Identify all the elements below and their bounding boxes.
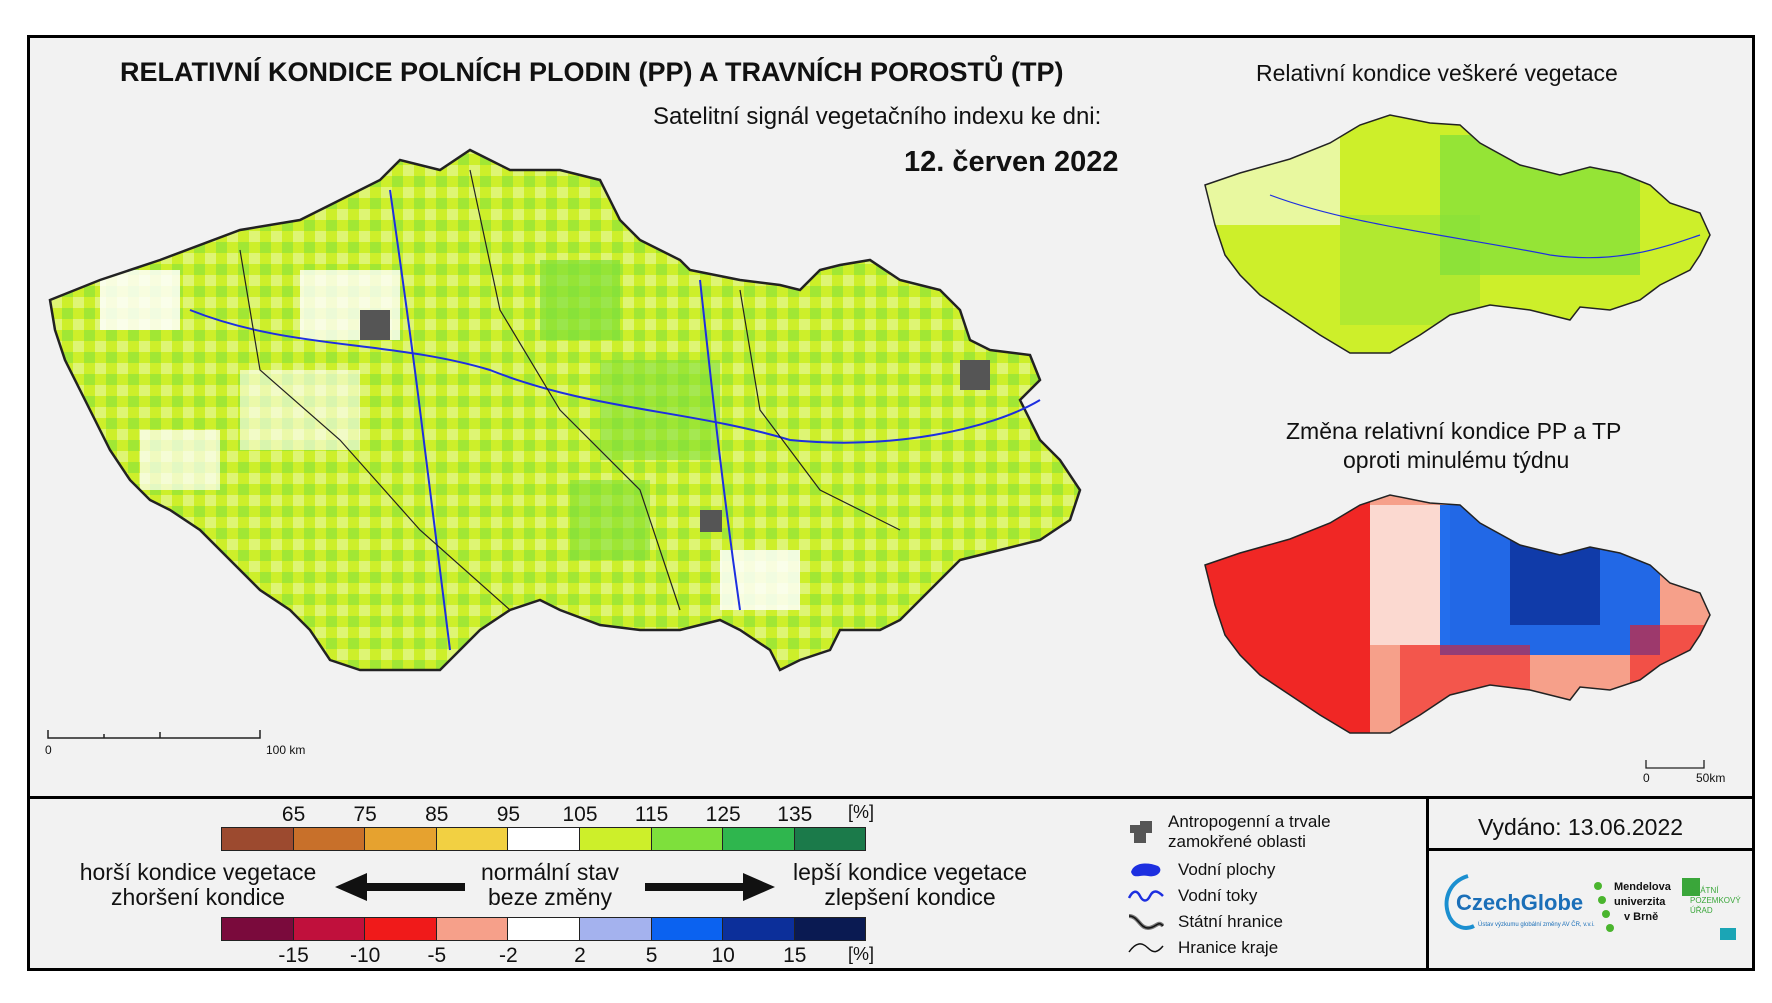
water-stream-icon: [1128, 890, 1164, 902]
legend-top-swatch: [364, 827, 437, 851]
state-border-icon: [1128, 914, 1164, 931]
key-anthropogenic: Antropogenní a trvale zamokřené oblasti: [1128, 812, 1331, 852]
legend-bottom-tick-label: 15: [783, 944, 807, 967]
change-title-2: oproti minulému týdnu: [1343, 447, 1570, 473]
worse-label-1: horší kondice vegetace: [79, 859, 317, 885]
legend-top-tick-label: 95: [496, 803, 521, 826]
legend-bottom-swatch: [364, 917, 437, 941]
key-state-border-label: Státní hranice: [1178, 912, 1283, 931]
better-label-1: lepší kondice vegetace: [793, 859, 1027, 885]
legend-bottom-swatch: [435, 917, 509, 941]
mendelu-logo-1: Mendelova: [1614, 881, 1671, 893]
better-label-2: zlepšení kondice: [824, 884, 996, 910]
legend-top-tick-label: 135: [777, 803, 813, 826]
mendelu-logo: Mendelova univerzita v Brně: [1614, 880, 1671, 925]
key-water-areas: Vodní plochy: [1128, 860, 1275, 880]
spu-logo: STÁTNÍ POZEMKOVÝ ÚŘAD: [1690, 886, 1741, 916]
right-arrow-icon: [645, 873, 775, 901]
normal-label-2: beze změny: [487, 884, 612, 910]
key-water-streams: Vodní toky: [1128, 886, 1257, 906]
vegetation-title: Relativní kondice veškeré vegetace: [1256, 60, 1618, 86]
water-area-icon: [1131, 863, 1161, 877]
mendelu-logo-2: univerzita: [1614, 896, 1666, 908]
legend-bottom-unit: [%]: [848, 944, 875, 964]
key-state-border: Státní hranice: [1128, 912, 1283, 932]
map-date: 12. červen 2022: [904, 146, 1119, 178]
legend-top-swatch: [435, 827, 509, 851]
legend-bottom-tick-label: -15: [278, 944, 309, 967]
legend-top-swatch: [793, 827, 867, 851]
spu-logo-2: POZEMKOVÝ: [1690, 896, 1741, 905]
worse-label: horší kondice vegetace zhoršení kondice: [68, 860, 328, 910]
legend-top-ticks: 65 75 85 95 105 115 125 135: [0, 803, 1000, 827]
legend-bottom-tick-label: 10: [711, 944, 735, 967]
legend-bottom-swatch: [650, 917, 724, 941]
czechglobe-subtitle: Ústav výzkumu globální změny AV ČR, v.v.…: [1478, 922, 1595, 928]
legend-top-swatch: [578, 827, 652, 851]
legend-top-swatch: [650, 827, 724, 851]
legend-top-unit: [%]: [848, 802, 875, 822]
legend-bottom-swatch: [578, 917, 652, 941]
normal-label-1: normální stav: [480, 859, 620, 885]
key-water-areas-label: Vodní plochy: [1178, 860, 1276, 879]
mendelu-logo-3: v Brně: [1624, 911, 1659, 923]
legend-top-swatch: [292, 827, 366, 851]
main-scale-end: 100 km: [266, 743, 306, 757]
region-border-icon: [1128, 943, 1164, 953]
change-map: [1204, 494, 1711, 734]
legend-top-tick-label: 75: [353, 803, 377, 826]
czechglobe-logo-icon: [1444, 874, 1475, 930]
legend-top-colorbar: [221, 827, 867, 851]
key-region-border-label: Hranice kraje: [1178, 938, 1279, 957]
vegetation-map: [1204, 114, 1711, 354]
main-scale-zero: 0: [45, 743, 52, 757]
legend-bottom-colorbar: [221, 917, 867, 941]
legend-bottom-ticks: -15 -10 -5 -2 2 5 10 15: [0, 944, 1000, 968]
legend-top-tick-label: 125: [705, 803, 741, 826]
small-scale-end: 50km: [1696, 771, 1726, 785]
legend-top-tick-label: 115: [634, 803, 669, 826]
legend-top-swatch: [722, 827, 795, 851]
normal-label: normální stav beze změny: [470, 860, 630, 910]
key-region-border: Hranice kraje: [1128, 938, 1278, 958]
better-label: lepší kondice vegetace zlepšení kondice: [780, 860, 1040, 910]
legend-bottom-tick-label: -10: [350, 944, 381, 967]
main-scale-bar: [47, 730, 261, 739]
legend-bottom-swatch: [221, 917, 294, 941]
issued-separator-horizontal: [1426, 848, 1755, 851]
legend-top-tick-label: 85: [425, 803, 449, 826]
spu-logo-3: ÚŘAD: [1690, 906, 1713, 915]
legend-top-swatch: [221, 827, 294, 851]
issued-date: Vydáno: 13.06.2022: [1478, 814, 1684, 840]
anthropogenic-area-icon: [1130, 821, 1152, 843]
legend-bottom-tick-label: 5: [645, 944, 658, 967]
legend-top-swatch: [507, 827, 580, 851]
key-anthropogenic-1: Antropogenní a trvale: [1168, 812, 1331, 831]
legend-bottom-swatch: [507, 917, 580, 941]
map-title: RELATIVNÍ KONDICE POLNÍCH PLODIN (PP) A …: [120, 57, 1064, 87]
small-scale-zero: 0: [1643, 771, 1650, 785]
legend-bottom-swatch: [292, 917, 366, 941]
spu-logo-1: STÁTNÍ: [1690, 886, 1719, 895]
legend-bottom-tick-label: 2: [574, 944, 586, 967]
map-subtitle: Satelitní signál vegetačního indexu ke d…: [653, 103, 1102, 130]
legend-separator: [27, 796, 1755, 799]
czechglobe-logo: CzechGlobe: [1456, 890, 1584, 915]
legend-top-tick-label: 65: [281, 803, 306, 826]
spu-logo-icon: [1682, 878, 1736, 940]
worse-label-2: zhoršení kondice: [111, 884, 285, 910]
mendelu-logo-icon: [1594, 882, 1614, 932]
small-scale-bar: [1645, 760, 1705, 769]
legend-bottom-swatch: [793, 917, 867, 941]
left-arrow-icon: [335, 873, 465, 901]
legend-bottom-tick-label: -5: [427, 944, 447, 967]
legend-top-tick-label: 105: [562, 803, 598, 826]
issued-separator-vertical: [1426, 796, 1429, 971]
main-map: [48, 148, 1082, 672]
legend-bottom-tick-label: -2: [499, 944, 518, 967]
legend-bottom-swatch: [722, 917, 795, 941]
key-water-streams-label: Vodní toky: [1178, 886, 1258, 905]
change-title-1: Změna relativní kondice PP a TP: [1286, 418, 1622, 444]
key-anthropogenic-2: zamokřené oblasti: [1168, 832, 1306, 851]
